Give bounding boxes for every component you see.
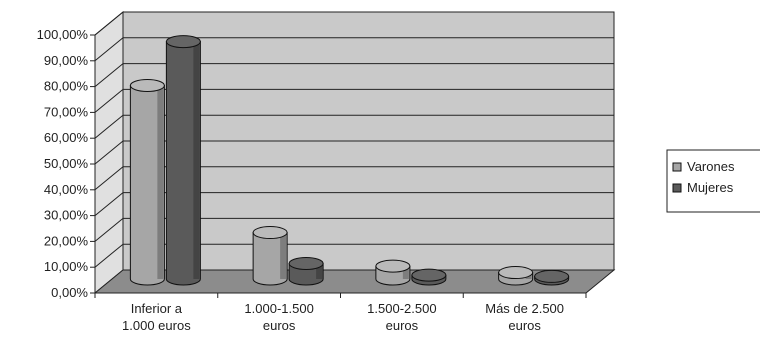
legend-box <box>666 149 760 213</box>
bar-shadow <box>193 41 200 279</box>
y-tick-label: 80,00% <box>44 79 89 94</box>
bar-mujeres <box>288 257 324 286</box>
y-tick-label: 0,00% <box>51 285 88 300</box>
bars <box>129 35 570 286</box>
bar-varones <box>498 266 534 286</box>
gridline-side <box>94 11 124 36</box>
x-category-label: 1.500-2.500 <box>367 301 436 316</box>
gridline-side <box>94 218 124 242</box>
bar-mujeres <box>165 35 201 286</box>
y-tick-label: 50,00% <box>44 156 89 171</box>
bar-varones <box>375 259 411 286</box>
bar-shadow <box>157 85 164 279</box>
gridline-side <box>94 63 124 87</box>
gridline-side <box>94 89 124 113</box>
bar-shadow <box>280 232 287 279</box>
bar-top <box>252 226 288 240</box>
y-tick-label: 100,00% <box>37 27 89 42</box>
legend: Varones Mujeres <box>666 149 760 213</box>
y-tick-label: 70,00% <box>44 104 89 119</box>
bar-mujeres <box>411 268 447 286</box>
x-axis: Inferior a 1.000 euros 1.000-1.500 euros 1.5… <box>94 292 587 333</box>
bar-top <box>498 266 534 280</box>
bar-top <box>534 269 570 283</box>
gridline-side <box>94 140 124 165</box>
y-tick-label: 30,00% <box>44 208 89 223</box>
x-category-label: 1.000 euros <box>122 318 191 333</box>
bar-top <box>288 257 324 271</box>
bar-top <box>411 268 447 282</box>
gridline-side <box>94 114 124 139</box>
bar-shadow <box>316 263 323 279</box>
gridline-side <box>94 243 124 268</box>
bar-mujeres <box>534 269 570 286</box>
gridline-side <box>94 192 124 216</box>
gridlines <box>94 11 614 268</box>
y-tick-label: 20,00% <box>44 233 89 248</box>
x-category-label: Más de 2.500 <box>485 301 564 316</box>
legend-label: Mujeres <box>687 180 734 195</box>
legend-swatch <box>672 183 682 193</box>
y-tick-label: 60,00% <box>44 130 89 145</box>
bar-top <box>129 79 165 92</box>
x-category-label: euros <box>263 318 296 333</box>
bar-top <box>165 35 201 49</box>
y-tick-label: 90,00% <box>44 53 89 68</box>
bar-shadow <box>402 266 409 279</box>
bar-body <box>165 41 201 286</box>
x-category-label: euros <box>508 318 541 333</box>
y-tick-label: 10,00% <box>44 259 89 274</box>
bar-body <box>252 232 288 286</box>
legend-label: Varones <box>687 159 735 174</box>
bar-varones <box>252 226 288 286</box>
x-category-label: Inferior a <box>131 301 183 316</box>
x-category-label: euros <box>386 318 419 333</box>
y-tick-label: 40,00% <box>44 182 89 197</box>
bar-varones <box>129 79 165 286</box>
gridline-side <box>94 37 124 62</box>
bar-top <box>375 259 411 273</box>
legend-swatch <box>672 162 682 172</box>
y-axis: 0,00% 10,00% 20,00% 30,00% 40,00% 50,00% 60,00… <box>37 27 95 300</box>
x-category-label: 1.000-1.500 <box>244 301 313 316</box>
gridline-side <box>94 166 124 191</box>
bar-body <box>129 85 165 286</box>
